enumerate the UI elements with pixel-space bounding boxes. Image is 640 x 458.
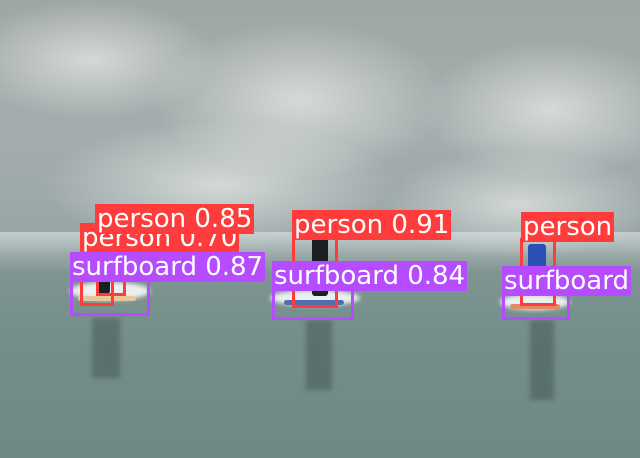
surfboard-shape — [78, 296, 136, 301]
wave-spray — [70, 282, 150, 300]
surfboard-shape — [510, 304, 560, 309]
detection-label: surfboard 0.87 — [70, 252, 266, 282]
detection-label: surfboard — [502, 266, 631, 296]
surfboard-shape — [284, 300, 344, 305]
reflection — [530, 320, 554, 400]
detection-label: person 0.91 — [292, 210, 452, 240]
detection-label: surfboard 0.84 — [272, 261, 468, 291]
reflection — [92, 318, 120, 378]
detection-label: person 0.85 — [95, 204, 255, 234]
detection-label: person — [521, 212, 615, 242]
reflection — [306, 320, 332, 390]
surfboard-box — [70, 276, 150, 316]
